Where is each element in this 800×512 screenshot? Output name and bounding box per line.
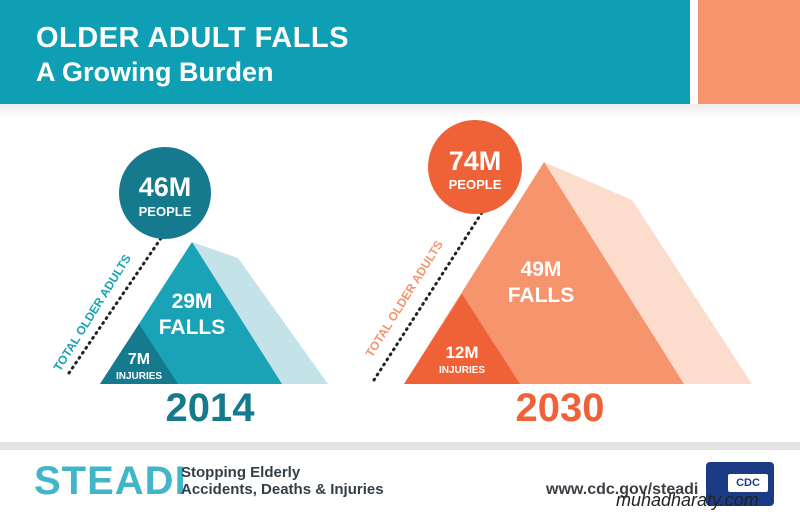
arrow-2014-line	[67, 223, 172, 375]
footer	[0, 450, 800, 512]
injuries-value-2014: 7M	[128, 351, 150, 368]
tagline-line-1: Stopping Elderly	[181, 464, 301, 481]
falls-label-2030: FALLS	[508, 284, 575, 307]
divider-band	[0, 442, 800, 450]
website-link[interactable]: www.cdc.gov/steadi	[546, 481, 699, 498]
cdc-logo: CDC	[706, 462, 774, 506]
people-value-2030: 74M	[449, 146, 502, 176]
injuries-label-2030: INJURIES	[439, 365, 485, 376]
falls-value-2030: 49M	[521, 258, 562, 281]
pyramid-2030-side-face	[544, 162, 752, 384]
people-circle-2014	[119, 147, 211, 239]
cdc-logo-text: CDC	[728, 474, 768, 492]
header-banner: OLDER ADULT FALLS A Growing Burden	[0, 0, 690, 104]
steadi-logo: STEADI	[34, 459, 187, 503]
pyramid-2014-injuries-face	[100, 324, 178, 384]
people-label-2030: PEOPLE	[449, 177, 502, 192]
tagline-line-2: Accidents, Deaths & Injuries	[181, 481, 384, 498]
people-label-2014: PEOPLE	[139, 204, 192, 219]
watermark: muhadharaty.com	[616, 490, 759, 510]
arrow-2030-line	[372, 198, 492, 382]
header-accent-block	[698, 0, 800, 104]
page-title: OLDER ADULT FALLS	[36, 22, 349, 54]
year-label-2030: 2030	[515, 386, 605, 430]
page-subtitle: A Growing Burden	[36, 57, 274, 87]
people-value-2014: 46M	[139, 172, 192, 202]
year-label-2014: 2014	[165, 386, 255, 430]
injuries-value-2030: 12M	[445, 343, 478, 362]
falls-value-2014: 29M	[172, 290, 213, 313]
falls-label-2014: FALLS	[159, 316, 226, 339]
steadi-tagline: Stopping Elderly Accidents, Deaths & Inj…	[181, 464, 384, 498]
pyramid-2014-side-face	[192, 242, 328, 384]
people-circle-2030	[428, 120, 522, 214]
pyramid-2030-injuries-face	[404, 294, 520, 384]
injuries-label-2014: INJURIES	[116, 371, 162, 382]
